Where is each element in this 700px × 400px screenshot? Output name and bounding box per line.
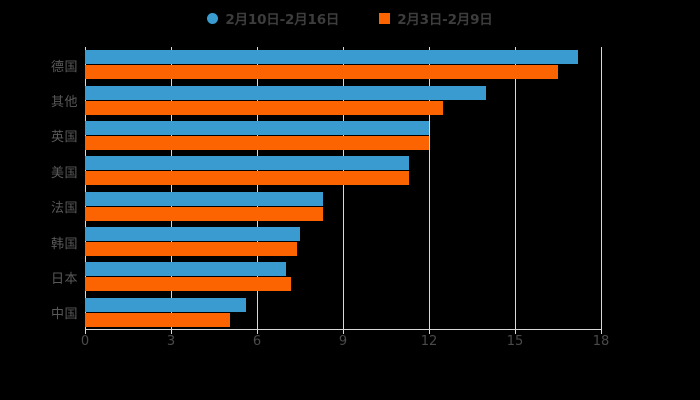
x-tick-mark xyxy=(429,330,430,334)
x-tick-mark xyxy=(257,330,258,334)
gridline-x-3 xyxy=(171,47,172,330)
y-axis-label: 美国 xyxy=(50,165,78,181)
x-axis-label: 6 xyxy=(252,334,262,349)
bar[interactable] xyxy=(85,262,286,277)
y-axis-label: 法国 xyxy=(50,201,78,217)
bar[interactable] xyxy=(85,206,323,221)
bar[interactable] xyxy=(85,100,444,115)
y-axis-label: 日本 xyxy=(50,271,78,287)
y-axis-label: 英国 xyxy=(50,130,78,146)
bar-group xyxy=(85,153,601,188)
y-axis-label: 中国 xyxy=(50,307,78,323)
x-axis-label: 18 xyxy=(592,334,610,349)
x-axis-label: 3 xyxy=(166,334,176,349)
bar[interactable] xyxy=(85,135,429,150)
bar[interactable] xyxy=(85,171,409,186)
x-tick-mark xyxy=(515,330,516,334)
y-axis-tick-labels: 德国其他英国美国法国韩国日本中国 xyxy=(0,47,78,330)
bar[interactable] xyxy=(85,85,487,100)
x-axis-label: 12 xyxy=(420,334,438,349)
bar-group xyxy=(85,259,601,294)
gridline-x-12 xyxy=(429,47,430,330)
legend-label-series-1: 2月10日-2月16日 xyxy=(225,12,340,28)
x-axis-tick-labels: 0 3 6 9 12 15 18 xyxy=(81,330,609,354)
y-axis-label: 德国 xyxy=(50,59,78,75)
bar[interactable] xyxy=(85,297,246,312)
bar-group xyxy=(85,189,601,224)
bar[interactable] xyxy=(85,242,298,257)
bar-group xyxy=(85,224,601,259)
bar[interactable] xyxy=(85,120,429,135)
bar-group xyxy=(85,295,601,330)
x-axis-label: 9 xyxy=(338,334,348,349)
bar-group xyxy=(85,118,601,153)
y-axis-line xyxy=(85,47,86,330)
bar[interactable] xyxy=(85,227,300,242)
x-tick-mark xyxy=(85,330,86,334)
legend-entry-series-1[interactable]: 2月10日-2月16日 xyxy=(207,8,339,28)
x-axis-label: 15 xyxy=(506,334,524,349)
x-tick-mark xyxy=(343,330,344,334)
bar[interactable] xyxy=(85,312,230,327)
gridline-x-6 xyxy=(257,47,258,330)
y-axis-label: 韩国 xyxy=(50,236,78,252)
bar[interactable] xyxy=(85,65,558,80)
bar[interactable] xyxy=(85,191,323,206)
bar[interactable] xyxy=(85,277,292,292)
bar-group xyxy=(85,47,601,82)
bar[interactable] xyxy=(85,156,409,171)
gridline-x-9 xyxy=(343,47,344,330)
x-tick-mark xyxy=(601,330,602,334)
x-tick-mark xyxy=(171,330,172,334)
bar[interactable] xyxy=(85,50,579,65)
gridline-x-18 xyxy=(601,47,602,330)
legend-label-series-2: 2月3日-2月9日 xyxy=(397,12,493,28)
bar-group xyxy=(85,82,601,117)
chart-legend: 2月10日-2月16日 2月3日-2月9日 xyxy=(0,8,700,28)
gridline-x-15 xyxy=(515,47,516,330)
legend-marker-circle-icon xyxy=(207,12,219,24)
plot-area xyxy=(85,47,602,330)
legend-entry-series-2[interactable]: 2月3日-2月9日 xyxy=(379,8,493,28)
x-axis-label: 0 xyxy=(80,334,90,349)
y-axis-label: 其他 xyxy=(50,95,78,111)
legend-marker-square-icon xyxy=(379,12,391,24)
